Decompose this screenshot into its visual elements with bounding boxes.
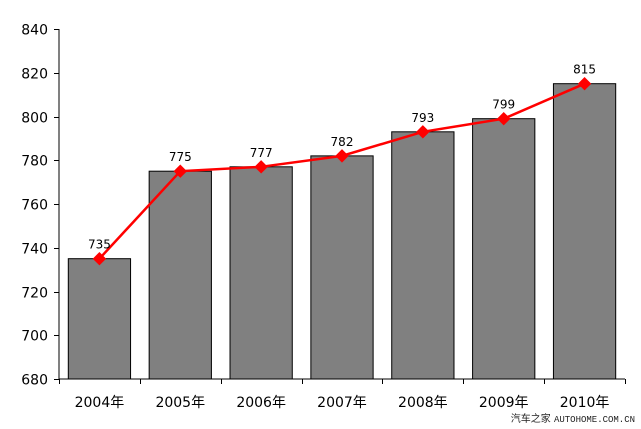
watermark-cn: 汽车之家 <box>510 414 551 425</box>
bar <box>229 166 293 380</box>
y-tick-label: 800 <box>21 111 48 127</box>
watermark-latin: AUTOHOME.COM.CN <box>553 415 635 425</box>
y-tick-label: 740 <box>21 242 48 258</box>
y-tick-label: 680 <box>21 373 48 389</box>
bar <box>472 118 536 380</box>
y-tick-label: 760 <box>21 198 48 214</box>
data-labels: 735 775 777 782 793 799 815 <box>88 63 596 252</box>
data-label: 777 <box>250 146 273 160</box>
data-label: 782 <box>331 135 354 149</box>
line-marker <box>416 125 430 139</box>
bar <box>310 155 374 380</box>
bar <box>552 83 617 380</box>
y-tick-label: 840 <box>21 23 48 39</box>
chart-axes: 680 700 720 740 760 780 800 820 840 2004年 2005年 200… <box>21 23 626 411</box>
y-tick-label: 720 <box>21 286 48 302</box>
bar <box>148 170 212 380</box>
line-series <box>92 76 592 266</box>
y-tick-label: 700 <box>21 329 48 345</box>
watermark: 汽车之家 AUTOHOME.COM.CN <box>511 410 635 425</box>
x-tick-label: 2009年 <box>479 395 529 411</box>
line-marker <box>254 160 268 174</box>
line-marker <box>173 164 187 178</box>
line-marker <box>335 149 349 163</box>
data-label: 799 <box>492 98 515 112</box>
x-tick-label: 2005年 <box>155 395 205 411</box>
bar <box>67 258 132 380</box>
data-label: 815 <box>573 63 596 77</box>
x-tick-label: 2010年 <box>560 395 610 411</box>
y-tick-label: 780 <box>21 154 48 170</box>
x-tick-label: 2007年 <box>317 395 367 411</box>
line-marker <box>497 111 511 126</box>
y-tick-label: 820 <box>21 67 48 83</box>
bar-series <box>67 83 617 380</box>
data-label: 793 <box>411 111 434 125</box>
x-tick-label: 2004年 <box>75 395 125 411</box>
data-label: 735 <box>88 238 111 252</box>
x-tick-label: 2006年 <box>236 395 286 411</box>
line-marker <box>577 76 592 91</box>
line-marker <box>92 251 107 266</box>
bar <box>391 131 455 380</box>
data-label: 775 <box>169 150 192 164</box>
x-tick-label: 2008年 <box>398 395 448 411</box>
